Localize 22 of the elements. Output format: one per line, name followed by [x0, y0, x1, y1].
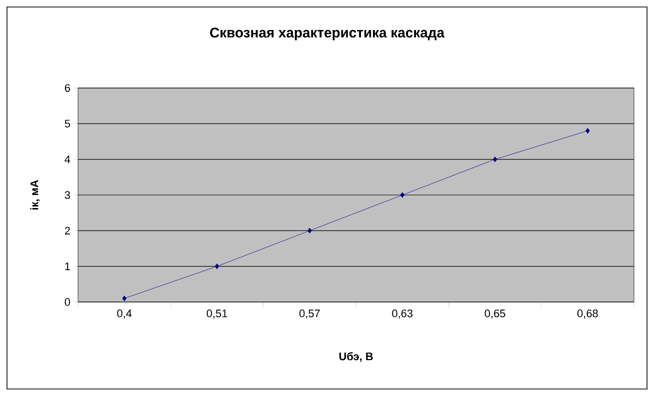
y-tick-label: 4 [64, 156, 70, 164]
y-tick-label: 0 [64, 298, 70, 306]
y-tick-label: 3 [64, 191, 70, 199]
y-tick-label: 6 [64, 84, 70, 92]
x-tick-label: 0,65 [484, 310, 506, 319]
point [122, 296, 126, 302]
x-tick-label: 0,4 [117, 310, 132, 319]
point [308, 228, 312, 234]
y-tick-label: 5 [64, 120, 70, 128]
y-tick-label: 1 [65, 262, 70, 270]
point [400, 192, 404, 198]
x-tick-label: 0,57 [299, 310, 320, 319]
y-axis-title: iк, мА [30, 180, 40, 210]
x-tick-label: 0,68 [577, 310, 598, 319]
point [214, 264, 220, 270]
y-tick-label: 2 [64, 226, 70, 234]
x-tick-label: 0,51 [206, 310, 228, 319]
point [492, 156, 498, 162]
x-axis-title: Uбэ, В [339, 352, 373, 362]
chart-title: Сквозная характеристика каскада [210, 28, 445, 40]
point [586, 128, 590, 134]
x-tick-label: 0,63 [392, 310, 413, 319]
